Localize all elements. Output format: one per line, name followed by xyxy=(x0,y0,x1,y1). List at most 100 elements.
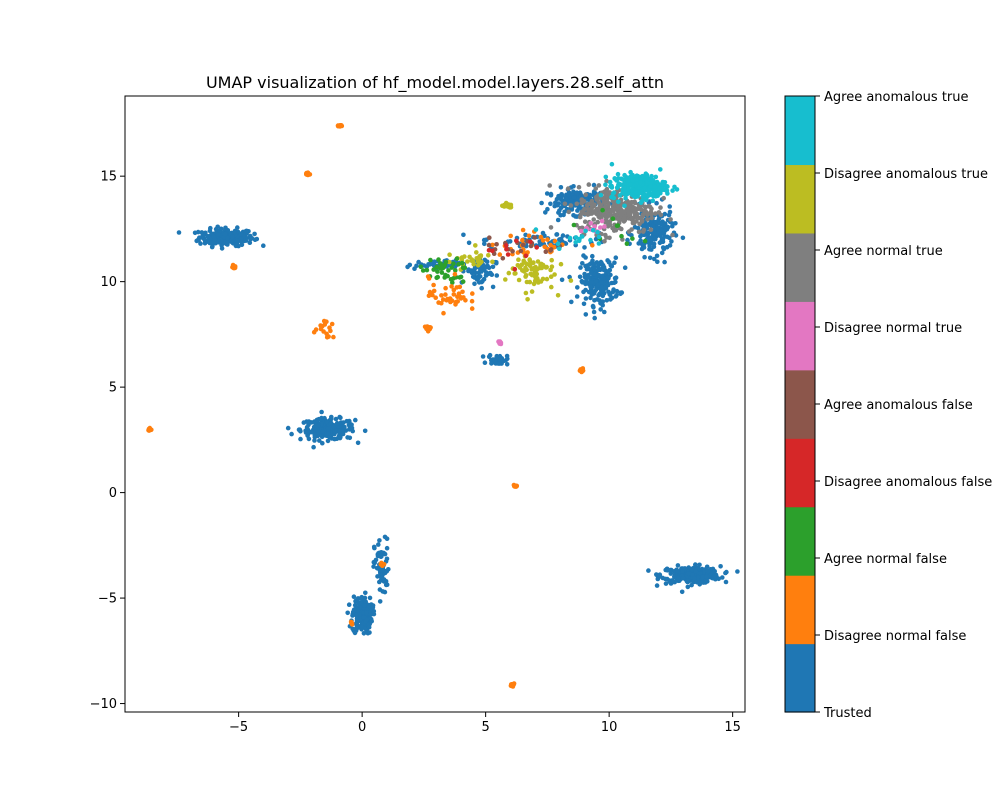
data-point-trusted xyxy=(215,232,221,237)
data-point-trusted xyxy=(309,429,314,435)
data-point-disagree-normal-false xyxy=(470,291,475,296)
data-point-trusted xyxy=(555,217,561,223)
data-point-disagree-anomalous-true xyxy=(523,268,529,273)
y-tick-label: 15 xyxy=(100,170,117,185)
data-point-trusted xyxy=(664,224,670,230)
data-point-agree-anomalous-true xyxy=(644,197,649,203)
data-point-trusted xyxy=(337,435,343,441)
data-point-trusted xyxy=(461,232,466,238)
data-point-trusted xyxy=(328,421,334,426)
data-point-agree-anomalous-true xyxy=(629,192,635,197)
data-point-trusted xyxy=(379,550,384,555)
data-point-disagree-normal-false xyxy=(457,284,463,290)
data-point-agree-normal-false xyxy=(459,260,465,266)
data-point-trusted xyxy=(690,572,695,578)
data-point-agree-normal-true xyxy=(645,217,650,222)
data-point-agree-normal-true xyxy=(607,191,612,196)
data-point-trusted xyxy=(665,568,670,573)
data-point-trusted xyxy=(657,220,663,226)
data-point-trusted xyxy=(735,569,740,574)
data-point-agree-normal-false xyxy=(446,268,451,273)
data-point-trusted xyxy=(590,253,595,259)
data-point-trusted xyxy=(479,285,485,291)
data-point-agree-normal-false xyxy=(630,236,635,241)
data-point-agree-normal-true xyxy=(602,239,607,244)
data-point-trusted xyxy=(693,562,698,567)
data-point-trusted xyxy=(660,245,666,250)
data-point-agree-anomalous-true xyxy=(616,199,621,205)
data-point-disagree-normal-false xyxy=(440,297,446,302)
data-point-agree-normal-true xyxy=(626,229,632,234)
data-point-trusted xyxy=(364,610,369,616)
data-point-disagree-anomalous-false xyxy=(503,243,509,248)
colorbar-label: Trusted xyxy=(823,706,872,721)
data-point-disagree-anomalous-true xyxy=(548,267,553,273)
data-point-agree-anomalous-true xyxy=(609,194,614,200)
data-point-trusted xyxy=(345,610,351,616)
data-point-trusted xyxy=(652,256,657,262)
data-point-disagree-anomalous-true xyxy=(469,257,475,262)
data-point-agree-anomalous-true xyxy=(654,179,660,185)
data-point-agree-normal-true xyxy=(593,186,599,191)
data-point-trusted xyxy=(663,581,669,586)
data-point-disagree-anomalous-false xyxy=(528,239,533,245)
data-point-disagree-anomalous-true xyxy=(558,261,564,267)
data-point-disagree-normal-false xyxy=(490,242,495,248)
data-point-agree-normal-false xyxy=(436,257,441,262)
data-point-agree-normal-false xyxy=(420,268,426,273)
data-point-disagree-normal-false xyxy=(510,683,515,688)
data-point-trusted xyxy=(587,262,593,267)
data-point-trusted xyxy=(296,427,302,433)
data-point-agree-anomalous-true xyxy=(615,171,621,177)
data-point-agree-normal-true xyxy=(637,221,642,227)
data-point-trusted xyxy=(303,430,309,435)
data-point-agree-anomalous-true xyxy=(649,173,654,179)
data-point-trusted xyxy=(591,309,597,315)
data-point-trusted xyxy=(563,241,569,246)
data-point-disagree-anomalous-true xyxy=(536,280,541,285)
data-point-trusted xyxy=(568,198,574,204)
data-point-disagree-anomalous-true xyxy=(475,263,481,268)
data-point-agree-anomalous-true xyxy=(628,182,633,187)
data-point-trusted xyxy=(326,431,331,436)
data-point-trusted xyxy=(211,234,216,239)
data-point-disagree-anomalous-true xyxy=(525,297,530,302)
data-point-trusted xyxy=(591,262,597,267)
data-point-agree-normal-true xyxy=(642,204,648,210)
data-point-trusted xyxy=(609,280,614,286)
data-point-agree-normal-true xyxy=(636,229,642,235)
data-point-trusted xyxy=(352,630,358,636)
data-point-trusted xyxy=(539,200,544,206)
data-point-disagree-anomalous-false xyxy=(523,253,529,259)
data-point-trusted xyxy=(416,259,421,265)
data-point-disagree-normal-false xyxy=(512,484,518,489)
data-point-agree-normal-true xyxy=(604,178,609,184)
data-point-trusted xyxy=(344,418,350,424)
data-point-disagree-anomalous-false xyxy=(534,245,539,250)
data-point-trusted xyxy=(582,271,587,277)
data-point-trusted xyxy=(723,579,729,585)
data-point-trusted xyxy=(490,284,496,290)
data-point-trusted xyxy=(351,594,357,599)
data-point-agree-normal-true xyxy=(605,197,610,202)
data-point-agree-anomalous-true xyxy=(622,185,627,190)
data-point-trusted xyxy=(654,572,659,577)
data-point-agree-anomalous-true xyxy=(596,234,602,240)
data-point-trusted xyxy=(497,357,503,362)
data-point-trusted xyxy=(405,264,410,270)
data-point-trusted xyxy=(501,358,506,364)
data-point-trusted xyxy=(311,444,316,450)
data-point-trusted xyxy=(571,184,576,189)
data-point-agree-anomalous-true xyxy=(638,180,643,186)
colorbar-segment xyxy=(785,575,815,645)
data-point-trusted xyxy=(192,230,198,236)
data-point-agree-anomalous-true xyxy=(620,177,625,182)
data-point-disagree-anomalous-true xyxy=(447,252,452,257)
data-point-disagree-normal-false xyxy=(349,620,354,625)
data-point-agree-anomalous-false xyxy=(518,248,524,254)
data-point-trusted xyxy=(285,425,291,431)
data-point-trusted xyxy=(667,204,672,209)
data-point-agree-normal-false xyxy=(614,223,620,229)
data-point-trusted xyxy=(319,409,324,415)
data-point-trusted xyxy=(414,263,419,269)
